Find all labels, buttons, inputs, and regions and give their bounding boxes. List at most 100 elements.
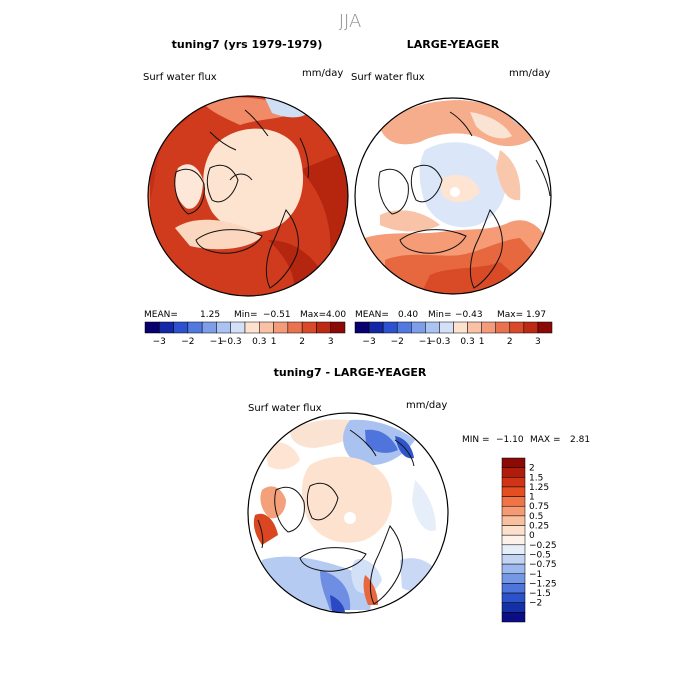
panel-2-mean-label: MEAN= xyxy=(355,310,389,320)
panel-2-colorbar-tick-label: −3 xyxy=(362,337,375,347)
panel-3-min-value: −1.10 xyxy=(496,435,524,445)
panel-3-colorbar-swatch xyxy=(501,592,526,603)
panel-1-colorbar-tick-label: −3 xyxy=(153,337,166,347)
panel-3-colorbar-swatch xyxy=(501,467,526,478)
panel-1-max-value: 4.00 xyxy=(326,310,346,320)
panel-1-colorbar: −3 −2 −1−0.3 0.3 1 2 3 xyxy=(144,321,346,347)
panel-1-colorbar-swatch xyxy=(330,321,346,334)
panel-1-colorbar-swatch xyxy=(173,321,189,334)
panel-2-colorbar: −3 −2 −1−0.3 0.3 1 2 3 xyxy=(354,321,553,347)
panel-2-title: LARGE-YEAGER xyxy=(407,38,500,51)
panel-1-colorbar-tick-label: −0.3 xyxy=(220,337,242,347)
panel-1-colorbar-swatch xyxy=(187,321,203,334)
panel-2-colorbar-swatch xyxy=(509,321,525,334)
panel-1-colorbar-swatch xyxy=(201,321,217,334)
panel-1-colorbar-swatch xyxy=(159,321,174,334)
panel-2-mean-value: 0.40 xyxy=(398,310,418,320)
panel-1-colorbar-tick-label: 0.3 xyxy=(252,337,266,347)
panel-2-colorbar-swatch xyxy=(537,321,553,334)
panel-3-colorbar-swatch xyxy=(501,573,526,584)
panel-2-colorbar-tick-label: 2 xyxy=(507,337,513,347)
panel-3-map-border xyxy=(247,412,449,614)
panel-3-colorbar-tick-label: 1 xyxy=(529,493,535,503)
panel-3-colorbar-tick-label: −0.75 xyxy=(529,560,557,570)
panel-1-mean-label: MEAN= xyxy=(144,310,178,320)
panel-1-colorbar-swatch xyxy=(244,321,260,334)
panel-1-variable-label: Surf water flux xyxy=(143,72,217,83)
panel-3-colorbar-swatch xyxy=(501,602,526,613)
panel-2-colorbar-tick-label: −2 xyxy=(391,337,404,347)
panel-3-colorbar-swatch xyxy=(501,563,526,575)
panel-3-colorbar-tick-label: 0.75 xyxy=(529,502,549,512)
panel-3-colorbar-tick-label: 2 xyxy=(529,464,535,474)
panel-2-variable-label: Surf water flux xyxy=(351,72,425,83)
panel-2-colorbar-swatch xyxy=(411,321,426,334)
panel-1-colorbar-swatch xyxy=(273,321,289,334)
panel-2-min-value: −0.43 xyxy=(455,310,483,320)
panel-2-units-label: mm/day xyxy=(509,68,550,79)
panel-2-colorbar-swatch xyxy=(396,321,412,334)
panel-3-colorbar-tick-label: 1.25 xyxy=(529,483,549,493)
panel-2-max-value: 1.97 xyxy=(526,310,546,320)
panel-3-colorbar-tick-label: 0 xyxy=(529,531,535,541)
panel-3-title: tuning7 - LARGE-YEAGER xyxy=(274,366,427,379)
panel-3: tuning7 - LARGE-YEAGER Surf water flux m… xyxy=(247,366,590,623)
panel-3-stats: MIN = −1.10 MAX = 2.81 xyxy=(462,435,590,445)
panel-1-colorbar-swatch xyxy=(230,321,246,334)
panel-3-colorbar-tick-label: −1 xyxy=(529,570,542,580)
panel-2-colorbar-swatch xyxy=(481,321,496,334)
panel-1-min-label: Min= xyxy=(234,310,258,320)
panel-3-colorbar-tick-label: −1.25 xyxy=(529,579,557,589)
panel-2-colorbar-swatch xyxy=(382,321,398,334)
panel-2-min-label: Min= xyxy=(428,310,452,320)
panel-1-colorbar-swatch xyxy=(144,321,160,334)
panel-1: tuning7 (yrs 1979-1979) Surf water flux … xyxy=(143,38,349,347)
panel-1-colorbar-swatch xyxy=(216,321,231,334)
panel-3-colorbar: 21.51.2510.750.50.250−0.25−0.5−0.75−1−1.… xyxy=(501,457,557,623)
panel-3-map xyxy=(248,413,448,613)
panel-3-min-label: MIN = xyxy=(462,435,490,445)
panel-1-colorbar-tick-label: −2 xyxy=(181,337,194,347)
panel-1-title: tuning7 (yrs 1979-1979) xyxy=(172,38,323,51)
panel-1-map xyxy=(148,96,348,296)
panel-3-colorbar-swatch xyxy=(501,457,526,468)
panel-3-colorbar-swatch xyxy=(501,515,526,526)
panel-2-colorbar-tick-label: −1 xyxy=(419,337,432,347)
panel-3-colorbar-swatch xyxy=(501,505,526,517)
panel-3-colorbar-tick-label: −1.5 xyxy=(529,589,551,599)
panel-2-colorbar-swatch xyxy=(354,321,370,334)
panel-1-colorbar-tick-label: 3 xyxy=(328,337,334,347)
panel-3-colorbar-swatch xyxy=(501,534,526,546)
panel-1-colorbar-tick-label: 1 xyxy=(271,337,277,347)
panel-3-max-value: 2.81 xyxy=(570,435,590,445)
panel-1-colorbar-swatch xyxy=(287,321,303,334)
panel-2-colorbar-swatch xyxy=(453,321,468,334)
panel-3-colorbar-swatch xyxy=(501,486,526,497)
panel-2-colorbar-tick-label: 0.3 xyxy=(460,337,474,347)
panel-1-colorbar-tick-label: 2 xyxy=(299,337,305,347)
panel-2-colorbar-swatch xyxy=(439,321,454,334)
panel-3-max-label: MAX = xyxy=(530,435,561,445)
panel-3-colorbar-swatch xyxy=(501,583,526,594)
panel-2-colorbar-tick-label: 3 xyxy=(535,337,541,347)
panel-2-colorbar-swatch xyxy=(495,321,511,334)
panel-2-colorbar-swatch xyxy=(425,321,440,334)
panel-3-colorbar-swatch xyxy=(501,554,526,565)
panel-1-max-label: Max= xyxy=(300,310,326,320)
panel-2-colorbar-swatch xyxy=(467,321,482,334)
panel-1-stats: MEAN= 1.25 Min= −0.51 Max= 4.00 xyxy=(144,310,346,320)
main-title: JJA xyxy=(339,11,362,32)
panel-3-colorbar-swatch xyxy=(501,477,526,488)
panel-2-map-border xyxy=(354,97,552,295)
panel-3-units-label: mm/day xyxy=(406,400,447,411)
panel-2-max-label: Max= xyxy=(497,310,523,320)
panel-1-mean-value: 1.25 xyxy=(200,310,220,320)
panel-1-colorbar-swatch xyxy=(259,321,274,334)
panel-2-stats: MEAN= 0.40 Min= −0.43 Max= 1.97 xyxy=(355,310,546,320)
panel-2-colorbar-swatch xyxy=(523,321,539,334)
panel-3-colorbar-tick-label: 1.5 xyxy=(529,473,543,483)
panel-2-colorbar-swatch xyxy=(368,321,384,334)
panel-3-colorbar-tick-label: 0.25 xyxy=(529,522,549,532)
